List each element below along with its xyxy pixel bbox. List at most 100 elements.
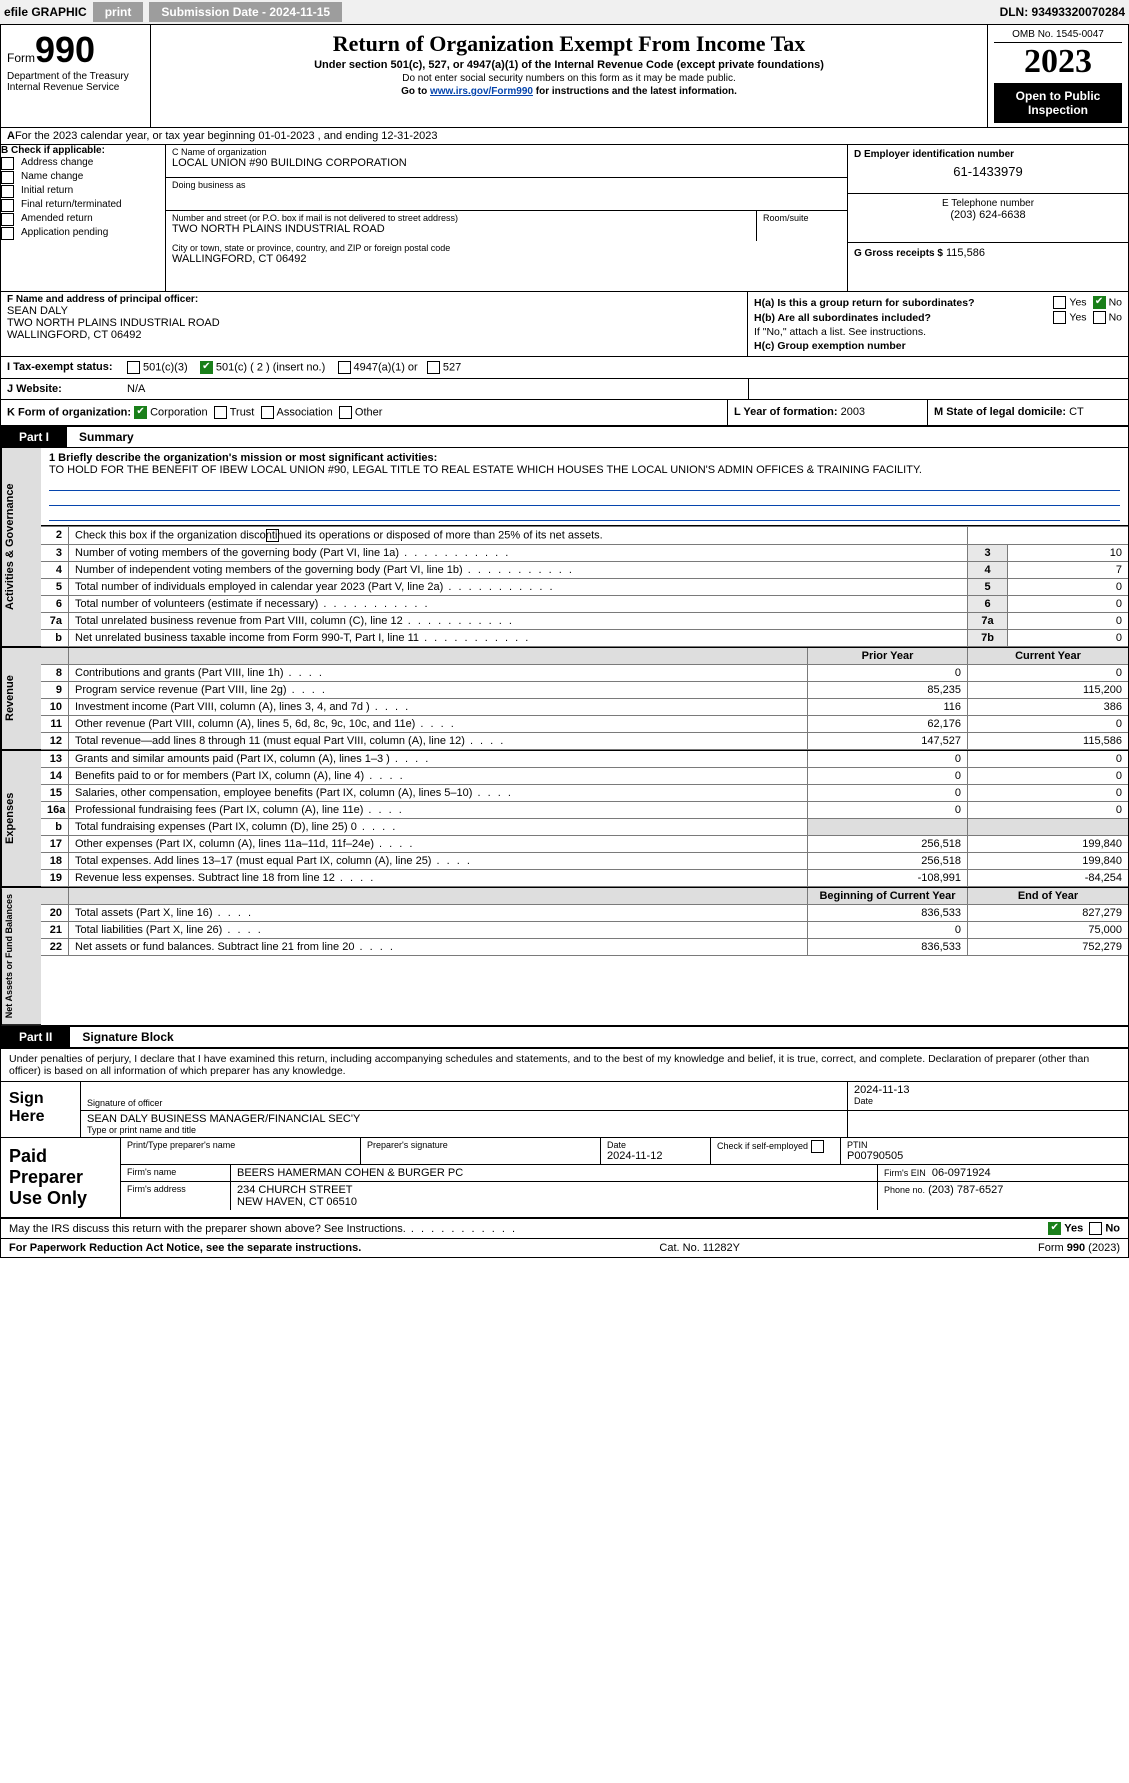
line-num: b xyxy=(41,630,69,646)
footer: For Paperwork Reduction Act Notice, see … xyxy=(1,1239,1128,1257)
opt-other: Other xyxy=(355,406,383,418)
checkbox-4947[interactable] xyxy=(338,361,351,374)
checkbox-discuss-yes[interactable] xyxy=(1048,1222,1061,1235)
ein-value: 61-1433979 xyxy=(854,164,1122,179)
checkbox-other[interactable] xyxy=(339,406,352,419)
website-value: N/A xyxy=(121,379,748,399)
checkbox-name-change[interactable] xyxy=(1,171,14,184)
line-desc: Total liabilities (Part X, line 26) xyxy=(69,922,808,938)
line-desc: Total number of individuals employed in … xyxy=(69,579,968,595)
line-num: 5 xyxy=(41,579,69,595)
checkbox-501c3[interactable] xyxy=(127,361,140,374)
tax-year: 2023 xyxy=(994,43,1122,81)
checkbox-group-yes[interactable] xyxy=(1053,296,1066,309)
checkbox-527[interactable] xyxy=(427,361,440,374)
box-b-label: B Check if applicable: xyxy=(1,145,165,156)
line-num: 14 xyxy=(41,768,69,784)
checkbox-sub-no[interactable] xyxy=(1093,311,1106,324)
addr-label: Number and street (or P.O. box if mail i… xyxy=(172,213,750,223)
hdr-current-year: Current Year xyxy=(968,648,1128,664)
sig-date-label: Date xyxy=(854,1096,1122,1106)
current-value: 199,840 xyxy=(968,853,1128,869)
line-num: 10 xyxy=(41,699,69,715)
sig-date: 2024-11-13 xyxy=(854,1084,1122,1096)
row-i: I Tax-exempt status: 501(c)(3) 501(c) ( … xyxy=(1,357,1128,379)
checkbox-address-change[interactable] xyxy=(1,157,14,170)
line-desc: Contributions and grants (Part VIII, lin… xyxy=(69,665,808,681)
checkbox-amended[interactable] xyxy=(1,213,14,226)
no-label-2: No xyxy=(1109,311,1122,323)
line-num: 13 xyxy=(41,751,69,767)
footer-form: Form 990 (2023) xyxy=(1038,1242,1120,1254)
line-value: 7 xyxy=(1008,562,1128,578)
line1-label: 1 Briefly describe the organization's mi… xyxy=(49,452,437,464)
checkbox-501c[interactable] xyxy=(200,361,213,374)
firm-ein: 06-0971924 xyxy=(932,1167,991,1179)
prior-value: -108,991 xyxy=(808,870,968,886)
amended-label: Amended return xyxy=(21,213,93,224)
line-num: 7a xyxy=(41,613,69,629)
prior-value: 62,176 xyxy=(808,716,968,732)
print-button[interactable]: print xyxy=(93,2,144,22)
form-990-page: Form990 Department of the Treasury Inter… xyxy=(0,25,1129,1258)
line-value: 0 xyxy=(1008,596,1128,612)
header-center: Return of Organization Exempt From Incom… xyxy=(151,25,988,127)
city-label: City or town, state or province, country… xyxy=(172,243,841,253)
current-value: 386 xyxy=(968,699,1128,715)
submission-date-button[interactable]: Submission Date - 2024-11-15 xyxy=(149,2,342,22)
paid-preparer-label: Paid Preparer Use Only xyxy=(1,1138,121,1217)
prior-value: 256,518 xyxy=(808,836,968,852)
checkbox-trust[interactable] xyxy=(214,406,227,419)
checkbox-assoc[interactable] xyxy=(261,406,274,419)
row-j: J Website: N/A xyxy=(1,379,1128,400)
opt-assoc: Association xyxy=(277,406,333,418)
prior-value: 0 xyxy=(808,922,968,938)
checkbox-corp[interactable] xyxy=(134,406,147,419)
hdr-prior-year: Prior Year xyxy=(808,648,968,664)
line-num: 20 xyxy=(41,905,69,921)
checkbox-line2[interactable] xyxy=(266,529,279,542)
table-row: 14Benefits paid to or for members (Part … xyxy=(41,768,1128,785)
footer-cat: Cat. No. 11282Y xyxy=(659,1242,740,1254)
prior-value: 836,533 xyxy=(808,939,968,955)
line-desc: Revenue less expenses. Subtract line 18 … xyxy=(69,870,808,886)
line-desc: Other revenue (Part VIII, column (A), li… xyxy=(69,716,808,732)
checkbox-discuss-no[interactable] xyxy=(1089,1222,1102,1235)
table-row: 3Number of voting members of the governi… xyxy=(41,545,1128,562)
hc-label: H(c) Group exemption number xyxy=(754,340,906,352)
line-code: 3 xyxy=(968,545,1008,561)
rev-header-row: Prior Year Current Year xyxy=(41,648,1128,665)
p1-gov-section: Activities & Governance 1 Briefly descri… xyxy=(1,448,1128,647)
checkbox-final-return[interactable] xyxy=(1,199,14,212)
discuss-label: May the IRS discuss this return with the… xyxy=(9,1223,406,1235)
officer-addr1: TWO NORTH PLAINS INDUSTRIAL ROAD xyxy=(7,317,741,329)
line-code: 7a xyxy=(968,613,1008,629)
hdr-boy: Beginning of Current Year xyxy=(808,888,968,904)
phone-label: E Telephone number xyxy=(854,198,1122,209)
officer-label: F Name and address of principal officer: xyxy=(7,294,741,305)
opt-501c3: 501(c)(3) xyxy=(143,361,188,373)
prior-value: 836,533 xyxy=(808,905,968,921)
checkbox-self-employed[interactable] xyxy=(811,1140,824,1153)
checkbox-group-no[interactable] xyxy=(1093,296,1106,309)
table-row: 18Total expenses. Add lines 13–17 (must … xyxy=(41,853,1128,870)
table-row: 9Program service revenue (Part VIII, lin… xyxy=(41,682,1128,699)
checkbox-initial-return[interactable] xyxy=(1,185,14,198)
line-desc: Number of voting members of the governin… xyxy=(69,545,968,561)
line-num: 18 xyxy=(41,853,69,869)
dept-label: Department of the Treasury Internal Reve… xyxy=(7,71,144,93)
line-num: 8 xyxy=(41,665,69,681)
line-num: 16a xyxy=(41,802,69,818)
no-label: No xyxy=(1109,296,1122,308)
sign-here-label: Sign Here xyxy=(1,1082,81,1137)
checkbox-sub-yes[interactable] xyxy=(1053,311,1066,324)
p1-rev-section: Revenue Prior Year Current Year 8Contrib… xyxy=(1,647,1128,750)
row-i-label: I Tax-exempt status: xyxy=(1,357,121,378)
checkbox-app-pending[interactable] xyxy=(1,227,14,240)
line-desc: Total fundraising expenses (Part IX, col… xyxy=(69,819,808,835)
line-num: 11 xyxy=(41,716,69,732)
mission-text: TO HOLD FOR THE BENEFIT OF IBEW LOCAL UN… xyxy=(49,464,1120,476)
sig-officer-label: Signature of officer xyxy=(87,1098,841,1108)
line-desc: Professional fundraising fees (Part IX, … xyxy=(69,802,808,818)
irs-link[interactable]: www.irs.gov/Form990 xyxy=(430,86,533,97)
